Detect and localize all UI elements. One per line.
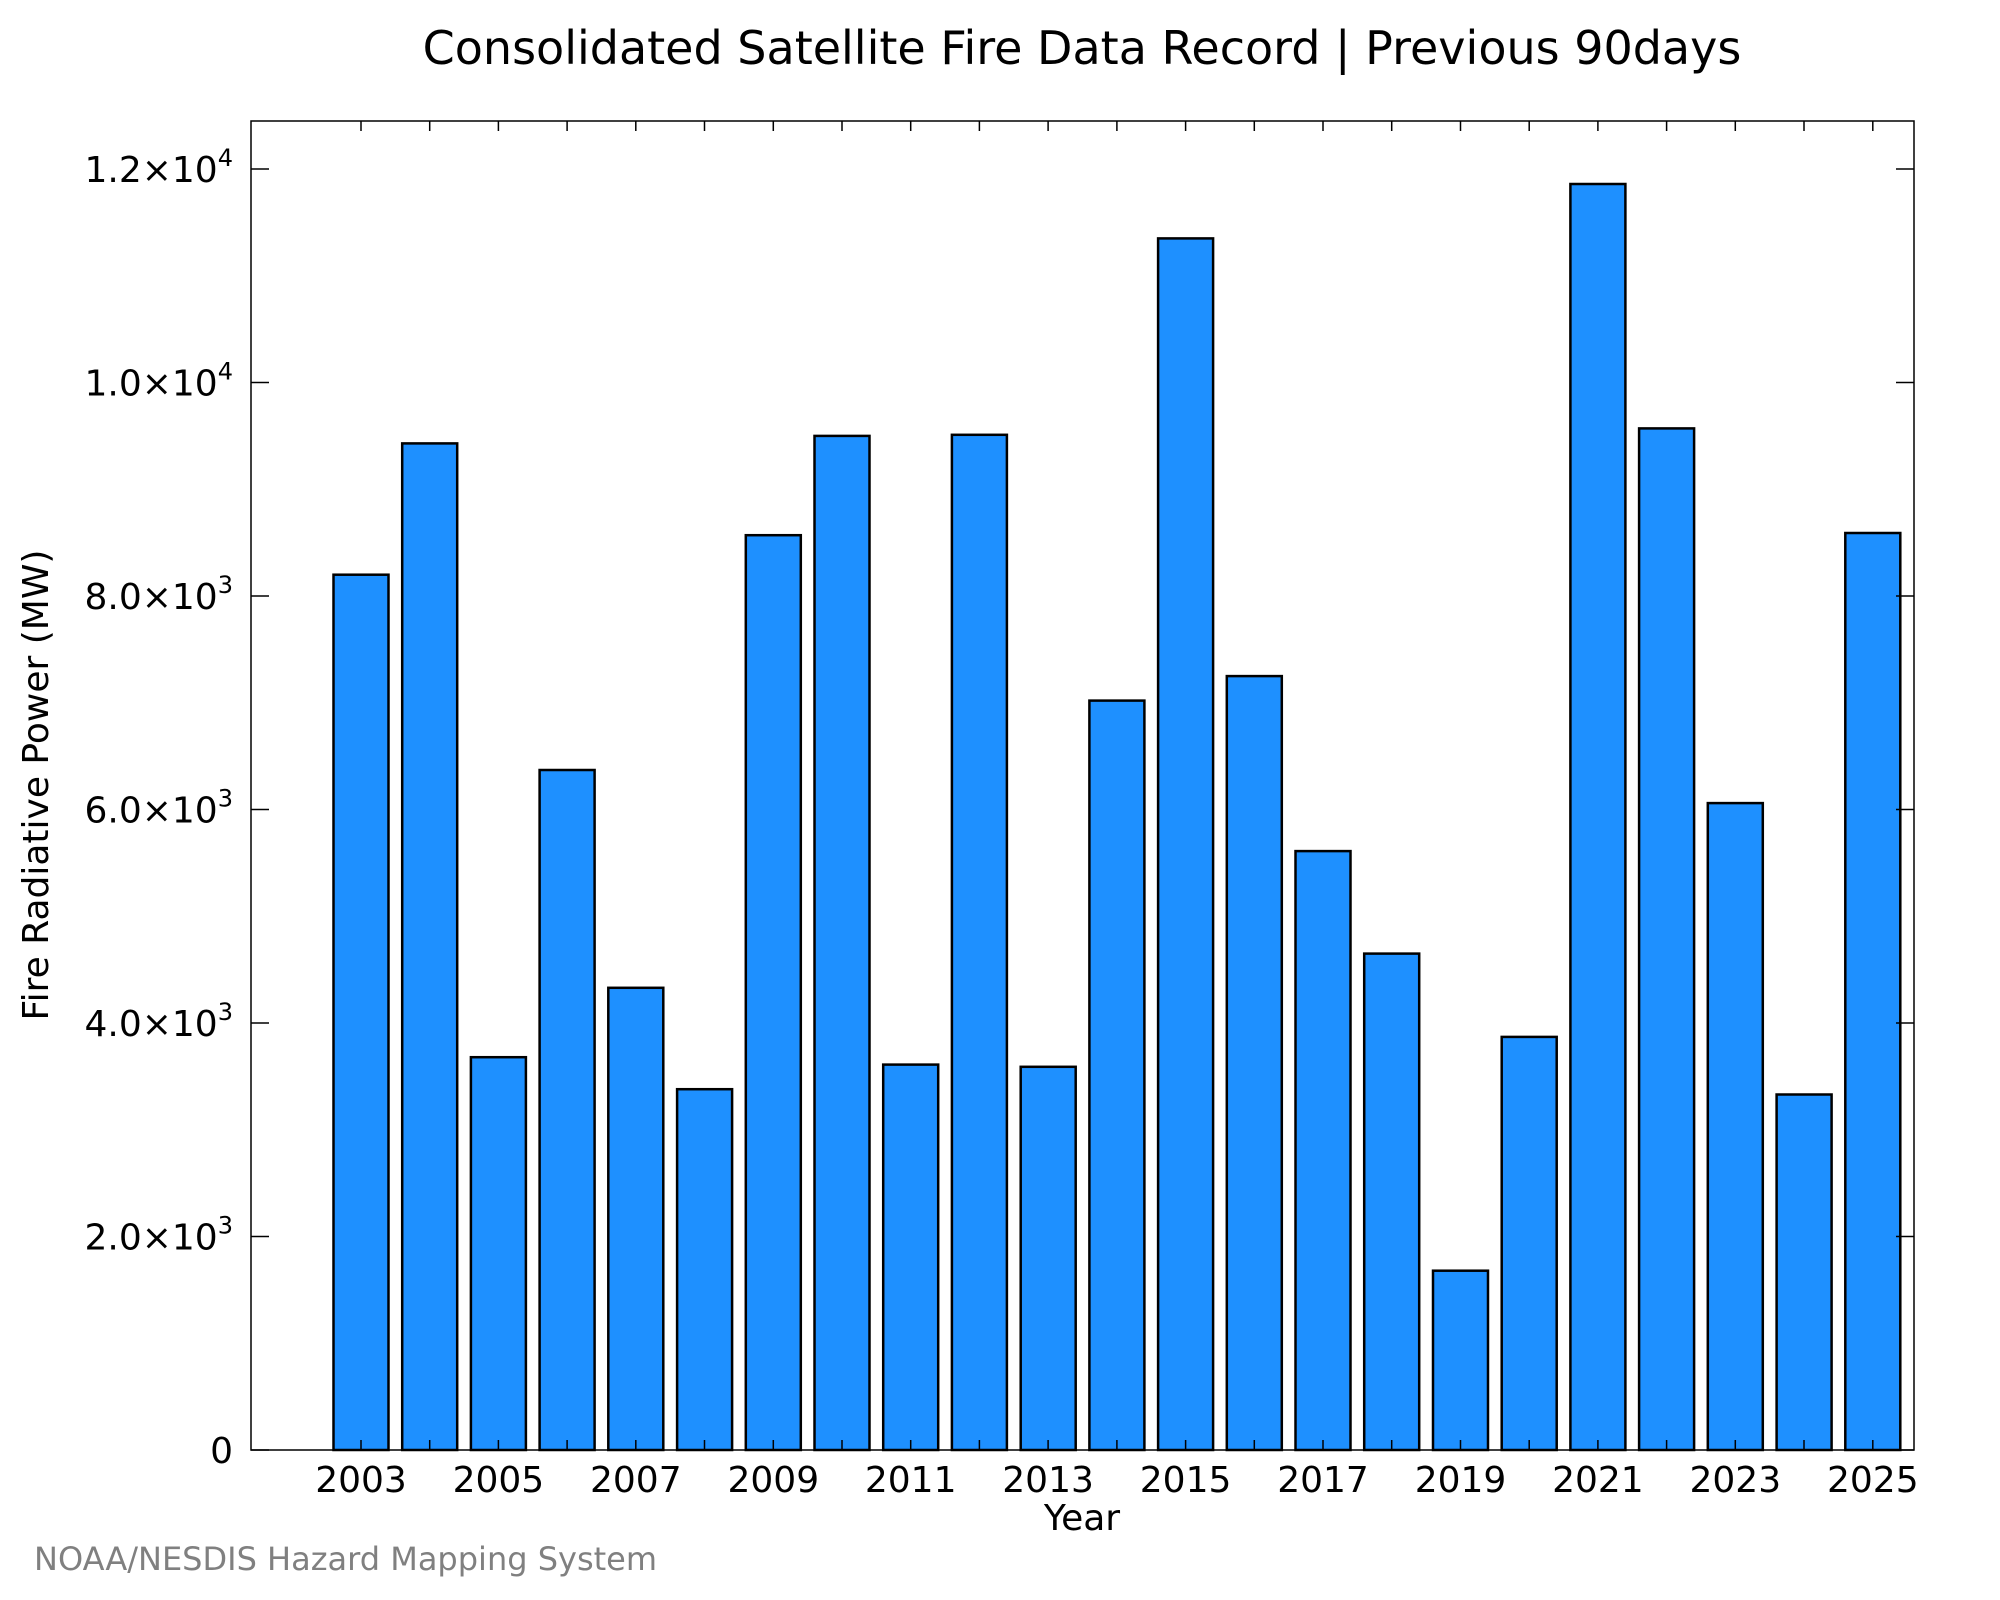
bar-2007	[607, 986, 665, 1452]
bar-2016	[1225, 674, 1284, 1452]
bars-group	[332, 182, 1902, 1452]
x-tick-label-2013: 2013	[1002, 1460, 1094, 1501]
bar-2022	[1637, 427, 1696, 1452]
bar-2010	[813, 434, 871, 1452]
bar-2013	[1019, 1065, 1077, 1452]
bar-2005	[469, 1055, 528, 1452]
x-tick-label-2011: 2011	[865, 1460, 957, 1501]
y-axis-label: Fire Radiative Power (MW)	[16, 550, 57, 1021]
x-tick-label-2019: 2019	[1415, 1460, 1507, 1501]
plot-frame	[250, 120, 1915, 1451]
bar-2008	[675, 1087, 734, 1452]
x-tick-label-2017: 2017	[1277, 1460, 1369, 1501]
bar-2023	[1706, 801, 1765, 1452]
bar-2025	[1844, 531, 1902, 1452]
x-tick-label-2009: 2009	[727, 1460, 819, 1501]
y-tick-label-8000: 8.0×103	[84, 571, 233, 618]
bar-2017	[1294, 849, 1352, 1452]
bar-2024	[1775, 1093, 1833, 1452]
y-tick-label-2000: 2.0×103	[84, 1212, 233, 1259]
source-credit: NOAA/NESDIS Hazard Mapping System	[34, 1540, 658, 1578]
y-tick-label-12000: 1.2×104	[84, 144, 233, 191]
x-tick-label-2007: 2007	[590, 1460, 682, 1501]
bar-2009	[744, 533, 803, 1452]
bar-2006	[538, 768, 596, 1452]
x-axis-label: Year	[1043, 1498, 1120, 1539]
x-tick-label-2005: 2005	[453, 1460, 545, 1501]
y-tick-label-4000: 4.0×103	[84, 998, 233, 1045]
bar-2014	[1088, 699, 1146, 1452]
bar-2018	[1362, 952, 1421, 1452]
y-tick-label-0: 0	[210, 1431, 233, 1472]
tick-labels-group: 2003 2005 2007 2009 2011 2013 2015 2017 2019 2021…	[84, 144, 1918, 1501]
y-tick-label-10000: 1.0×104	[84, 358, 233, 405]
bar-2015	[1156, 237, 1215, 1452]
bar-2019	[1431, 1269, 1490, 1452]
bar-2021	[1569, 182, 1627, 1452]
x-tick-label-2003: 2003	[315, 1460, 407, 1501]
bar-2011	[881, 1063, 940, 1452]
x-tick-label-2023: 2023	[1689, 1460, 1781, 1501]
x-tick-label-2015: 2015	[1140, 1460, 1232, 1501]
bar-2020	[1500, 1035, 1558, 1452]
bar-2003	[332, 573, 390, 1452]
y-tick-label-6000: 6.0×103	[84, 785, 233, 832]
x-tick-label-2025: 2025	[1827, 1460, 1919, 1501]
ticks-group	[251, 121, 1914, 1451]
x-tick-label-2021: 2021	[1552, 1460, 1644, 1501]
bar-2004	[400, 442, 459, 1452]
bar-2012	[950, 433, 1009, 1452]
chart-title: Consolidated Satellite Fire Data Record …	[423, 21, 1742, 76]
